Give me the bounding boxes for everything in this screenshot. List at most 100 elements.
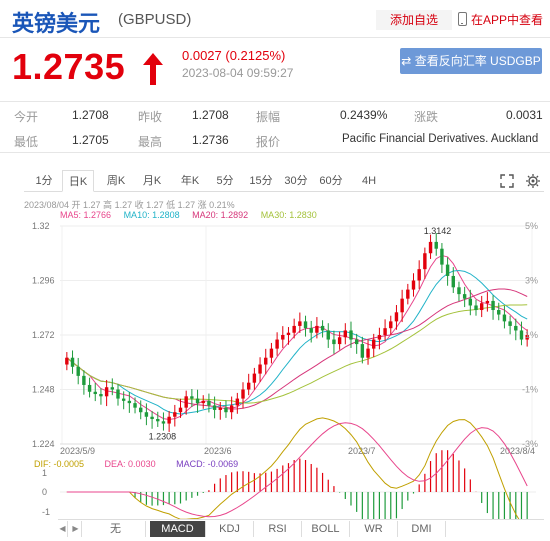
tab-5min[interactable]: 5分: [216, 175, 234, 187]
candle-body: [372, 339, 376, 349]
arrow-up-icon: [143, 53, 163, 85]
fullscreen-icon[interactable]: [500, 174, 514, 188]
candle-body: [440, 248, 444, 265]
candle-body: [229, 405, 234, 413]
open-value: 1.2708: [72, 108, 109, 122]
candle-body: [411, 280, 416, 290]
y-tick-label: 1.224: [32, 439, 55, 449]
add-watchlist-button[interactable]: 添加自选: [376, 10, 452, 30]
candle-body: [389, 321, 393, 329]
tab-30min[interactable]: 30分: [284, 175, 308, 187]
candle-body: [195, 398, 200, 404]
candle-body: [349, 330, 353, 340]
indicator-rsi[interactable]: RSI: [254, 521, 302, 537]
ma30-label: MA30: 1.2830: [260, 210, 317, 220]
y-tick-label: 1.272: [32, 330, 55, 340]
indicator-kdj[interactable]: KDJ: [206, 521, 254, 537]
low-price-label: 1.2308: [149, 432, 177, 442]
right-tick-label: 3%: [525, 276, 538, 286]
indicator-macd[interactable]: MACD: [150, 521, 206, 537]
dea-line: [66, 422, 528, 518]
open-in-app-link[interactable]: 在APP中查看: [458, 11, 543, 28]
candle-body: [212, 405, 217, 410]
tab-weekly[interactable]: 周K: [106, 175, 126, 187]
indicator-none[interactable]: 无: [86, 521, 146, 537]
candle-body: [246, 382, 251, 390]
low-value: 1.2705: [72, 133, 109, 147]
current-price: 1.2735: [12, 46, 126, 87]
candle-body: [281, 335, 285, 340]
candle-body: [275, 339, 279, 349]
candle-body: [70, 357, 75, 367]
candle-body: [116, 389, 120, 399]
candle-body: [269, 348, 274, 358]
candle-body: [383, 328, 387, 335]
prev-close-value: 1.2708: [192, 108, 229, 122]
macd-tick-label: -1: [42, 507, 50, 517]
candle-body: [241, 389, 245, 399]
candle-body: [502, 314, 507, 322]
high-price-label: 1.3142: [424, 226, 452, 236]
candle-body: [235, 398, 240, 406]
next-indicator-icon[interactable]: ▶: [70, 521, 82, 537]
candle-body: [394, 312, 399, 322]
ma5-label: MA5: 1.2766: [60, 210, 112, 220]
candle-body: [445, 264, 450, 276]
candle-body: [82, 375, 86, 385]
candle-body: [485, 300, 490, 304]
macd-label: MACD: -0.0069: [176, 459, 239, 469]
ma10-label: MA10: 1.2808: [123, 210, 180, 220]
stats-table: 今开 1.2708 昨收 1.2708 振幅 0.2439% 涨跌 0.0031…: [0, 101, 550, 153]
candle-body: [428, 241, 433, 254]
tab-daily[interactable]: 日K: [62, 170, 94, 192]
dif-label: DIF: -0.0005: [34, 459, 85, 469]
candle-body: [462, 294, 467, 299]
tab-yearly[interactable]: 年K: [180, 175, 200, 187]
tab-15min[interactable]: 15分: [249, 175, 273, 187]
prev-indicator-icon[interactable]: ◀: [58, 521, 68, 537]
candle-body: [320, 325, 325, 331]
tab-4h[interactable]: 4H: [361, 175, 377, 187]
candle-body: [178, 407, 183, 413]
candle-body: [423, 253, 427, 270]
candle-body: [252, 373, 257, 383]
candle-body: [337, 337, 342, 345]
candle-body: [173, 412, 177, 417]
indicator-boll[interactable]: BOLL: [302, 521, 350, 537]
reverse-rate-label: 查看反向汇率 USDGBP: [414, 54, 541, 68]
tab-1min[interactable]: 1分: [35, 175, 53, 187]
candle-body: [121, 398, 126, 401]
kline-chart[interactable]: 1.32 5%1.296 3%1.272 1%1.248 -1%1.224 -3%2023…: [0, 220, 550, 520]
candle-body: [156, 419, 160, 422]
title-bar: 英镑美元 (GBPUSD) 添加自选 在APP中查看: [0, 0, 550, 38]
candle-body: [144, 412, 149, 417]
open-in-app-label: 在APP中查看: [471, 13, 544, 27]
candle-body: [474, 305, 478, 311]
candle-body: [224, 407, 228, 413]
change-label: 涨跌: [414, 110, 439, 124]
quote-source-value: Pacific Financial Derivatives. Auckland: [342, 133, 539, 145]
candle-body: [457, 287, 461, 295]
candle-body: [309, 328, 313, 333]
candle-body: [104, 387, 109, 397]
indicator-dmi[interactable]: DMI: [398, 521, 446, 537]
currency-name: 英镑美元: [12, 11, 101, 36]
candle-body: [332, 339, 336, 345]
candle-body: [298, 321, 302, 326]
candle-body: [190, 396, 194, 399]
candle-body: [354, 339, 359, 345]
candle-body: [451, 275, 455, 288]
candle-body: [417, 269, 421, 281]
tab-60min[interactable]: 60分: [319, 175, 343, 187]
reverse-rate-button[interactable]: ⇄ 查看反向汇率 USDGBP: [400, 48, 542, 74]
tab-monthly[interactable]: 月K: [142, 175, 162, 187]
gear-icon[interactable]: [526, 174, 540, 188]
y-tick-label: 1.296: [32, 276, 55, 286]
x-tick-label: 2023/8/4: [500, 446, 535, 456]
candle-body: [343, 330, 348, 338]
indicator-wr[interactable]: WR: [350, 521, 398, 537]
candle-body: [400, 298, 404, 313]
y-tick-label: 1.248: [32, 385, 55, 395]
currency-code: (GBPUSD): [118, 11, 192, 28]
candle-body: [326, 330, 330, 340]
